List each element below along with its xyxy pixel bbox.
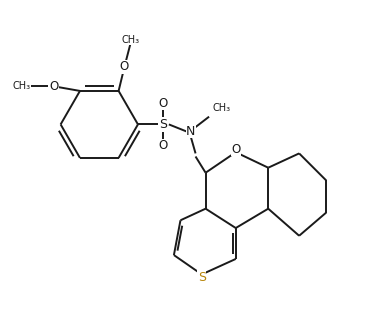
Text: O: O [231,143,241,156]
Text: O: O [120,60,129,74]
Text: CH₃: CH₃ [12,81,31,91]
Text: N: N [186,125,196,138]
Text: S: S [198,271,206,284]
Text: CH₃: CH₃ [121,35,139,45]
Text: CH₃: CH₃ [213,103,231,113]
Text: O: O [158,97,168,110]
Text: S: S [159,118,167,131]
Text: O: O [49,80,58,93]
Text: O: O [158,139,168,152]
